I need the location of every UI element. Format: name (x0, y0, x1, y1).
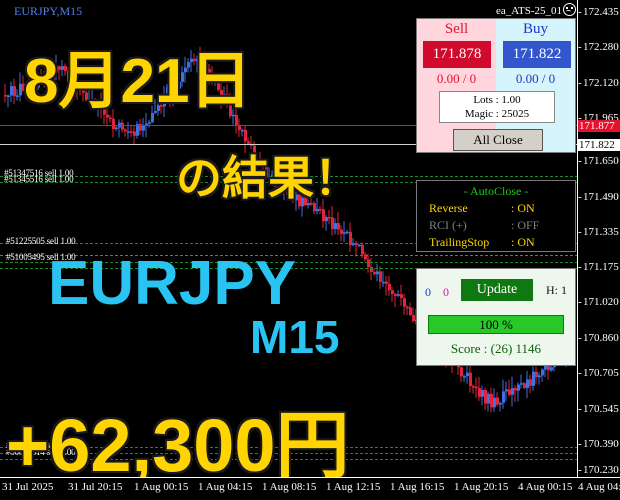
order-label: #51345516 sell 1.00 (4, 174, 74, 184)
counter-magenta: 0 (443, 285, 449, 299)
autoclose-row-rci[interactable]: RCI (+) : OFF (417, 218, 575, 233)
time-tick: 1 Aug 04:15 (198, 481, 253, 493)
h-value: H: 1 (546, 283, 567, 297)
order-level-line (0, 453, 578, 454)
autoclose-row-reverse[interactable]: Reverse : ON (417, 201, 575, 216)
order-level-line (0, 447, 578, 448)
sell-header: Sell (444, 21, 469, 37)
order-label: #51225505 sell 1.00 (6, 236, 76, 246)
order-level-line (0, 243, 578, 244)
rci-key: RCI (+) (429, 218, 467, 232)
price-tick: -170.230 (578, 464, 619, 476)
buy-price-button[interactable]: 171.822 (503, 41, 571, 68)
overlay-pair: EURJPY (48, 249, 297, 318)
sell-pl-value: 0.00 / 0 (436, 71, 477, 86)
time-tick: 4 Aug 04: (578, 481, 620, 493)
time-tick: 1 Aug 20:15 (454, 481, 509, 493)
time-tick: 4 Aug 00:15 (518, 481, 573, 493)
buy-header: Buy (522, 21, 548, 37)
ask-price-tag: 171.877 (578, 120, 620, 132)
autoclose-title: - AutoClose - (463, 184, 529, 198)
sell-price-button[interactable]: 171.878 (423, 41, 491, 68)
autoclose-row-trailingstop[interactable]: TrailingStop : ON (417, 235, 575, 250)
price-tick: -171.490 (578, 191, 619, 203)
overlay-date: 8月21日 (24, 47, 252, 116)
lots-value: Lots : 1.00 (473, 94, 521, 106)
price-tick: -170.705 (578, 367, 619, 379)
price-tick: -170.545 (578, 403, 619, 415)
time-tick: 31 Jul 2025 (2, 481, 54, 493)
ea-name-text: ea_ATS-25_01 (496, 5, 562, 17)
time-tick: 1 Aug 12:15 (326, 481, 381, 493)
sad-face-icon (563, 3, 576, 16)
buy-pl-value: 0.00 / 0 (515, 71, 556, 86)
magic-value: Magic : 25025 (464, 108, 530, 120)
overlay-timeframe: M15 (250, 311, 340, 363)
bid-level-line (0, 144, 578, 145)
overlay-result: の結果！ (176, 152, 360, 204)
progress-bar: 100 % (428, 315, 564, 334)
time-tick: 31 Jul 20:15 (68, 481, 123, 493)
trailingstop-key: TrailingStop (429, 235, 490, 249)
order-label: #51347516 sell 1.00 (4, 168, 74, 178)
order-level-line (0, 182, 578, 183)
order-label: #50846148 sell 1.00 (6, 440, 76, 450)
time-tick: 1 Aug 16:15 (390, 481, 445, 493)
rci-value: : OFF (511, 218, 540, 232)
counter-blue: 0 (425, 285, 431, 299)
order-level-line (0, 255, 578, 256)
overlay-profit: +62,300円 (6, 404, 350, 487)
price-tick: -172.280 (578, 41, 619, 53)
score-panel: 0 0 Update H: 1 100 % Score : (26) 1146 (416, 268, 576, 366)
price-tick: -172.120 (578, 77, 619, 89)
update-button[interactable]: Update (461, 279, 533, 301)
trailingstop-value: : ON (511, 235, 535, 249)
ea-name-label: ea_ATS-25_01 (496, 3, 576, 17)
time-tick: 1 Aug 08:15 (262, 481, 317, 493)
order-level-line (0, 268, 578, 269)
time-tick: 1 Aug 00:15 (134, 481, 189, 493)
score-value: Score : (26) 1146 (450, 341, 542, 356)
price-axis[interactable]: -172.435 -172.280 -172.120 -171.965 -171.650… (577, 0, 620, 478)
all-close-button[interactable]: All Close (453, 129, 543, 151)
price-tick: -171.020 (578, 296, 619, 308)
time-axis[interactable]: 31 Jul 2025 31 Jul 20:15 1 Aug 00:15 1 Aug … (0, 477, 620, 500)
trade-panel: Sell Buy 171.878 171.822 0.00 / 0 0.00 /… (416, 18, 576, 153)
order-label: #50844314 sell 1.00 (6, 447, 76, 457)
lots-magic-box: Lots : 1.00 Magic : 25025 (439, 91, 555, 123)
price-tick: -171.175 (578, 261, 619, 273)
autoclose-panel: - AutoClose - Reverse : ON RCI (+) : OFF T… (416, 180, 576, 252)
price-tick: -171.335 (578, 226, 619, 238)
order-label: #51005495 sell 1.00 (6, 252, 76, 262)
reverse-key: Reverse (429, 201, 468, 215)
order-level-line (0, 262, 578, 263)
price-tick: -171.650 (578, 155, 619, 167)
order-level-line (0, 459, 578, 460)
price-tick: -170.860 (578, 332, 619, 344)
bid-price-tag: 171.822 (578, 139, 620, 151)
order-level-line (0, 176, 578, 177)
chart-title: EURJPY,M15 (14, 4, 83, 18)
reverse-value: : ON (511, 201, 535, 215)
price-tick: -172.435 (578, 6, 619, 18)
price-tick: -170.390 (578, 438, 619, 450)
ask-level-line (0, 125, 578, 126)
